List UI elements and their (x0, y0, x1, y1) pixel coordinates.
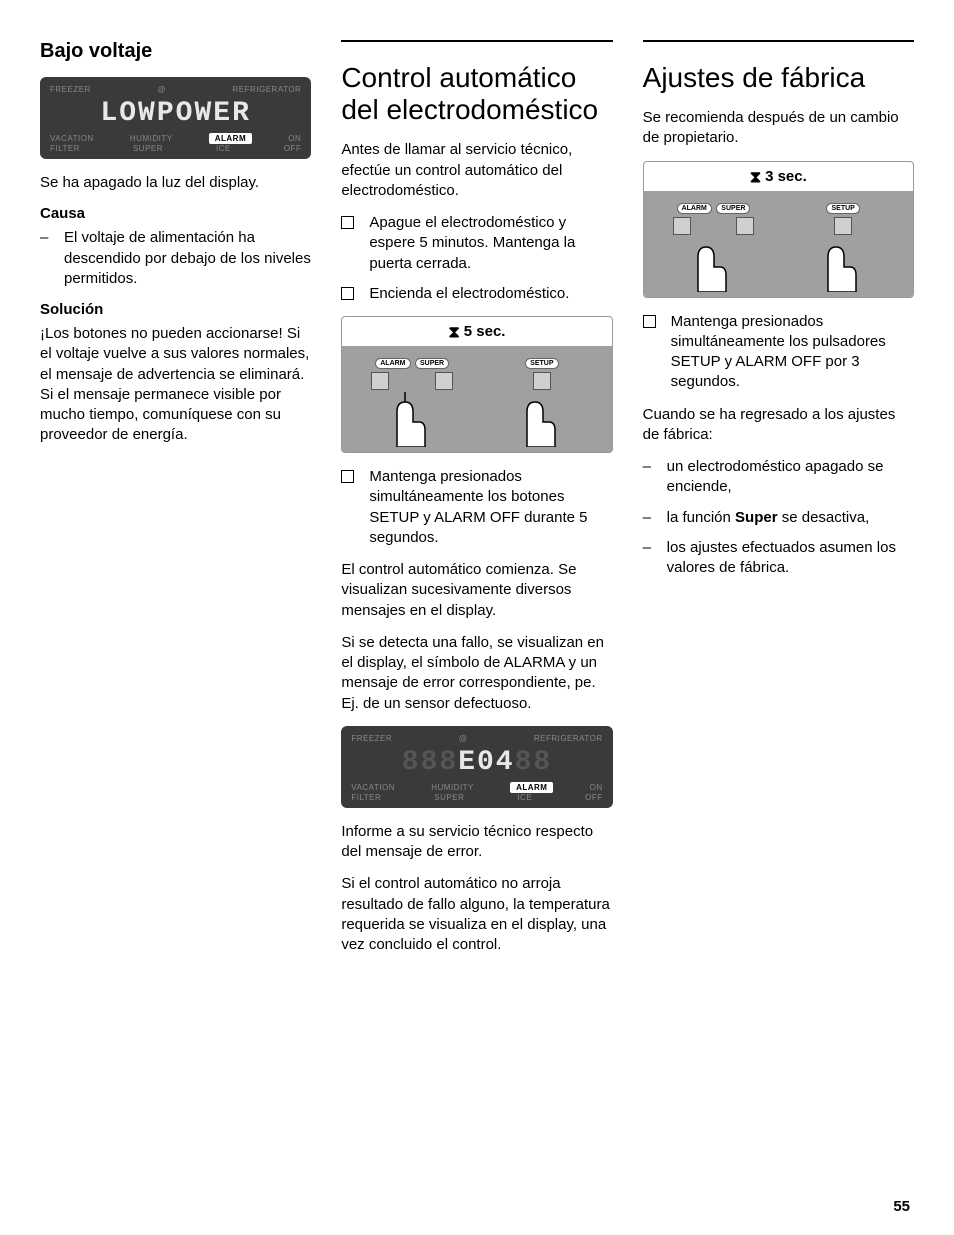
column-2: Control auto­mático del electrodoméstico… (341, 40, 612, 967)
col1-heading: Bajo voltaje (40, 40, 311, 63)
fig-time-5: 5 sec. (464, 323, 506, 340)
lowpower-display: FREEZER @ REFRIGERATOR LOWPOWER VACATION… (40, 77, 311, 159)
hand-right-icon-2 (808, 237, 878, 292)
col2-p4: Informe a su servicio técnico respecto d… (341, 822, 612, 863)
btn-super-label: SUPER (415, 358, 449, 369)
column-1: Bajo voltaje FREEZER @ REFRIGERATOR LOWP… (40, 40, 311, 967)
disp-freezer-label: FREEZER (50, 85, 91, 94)
col3-heading: Ajustes de fábrica (643, 62, 914, 94)
disp-alarm-badge: ALARM (209, 133, 252, 144)
disp-alarm-badge-2: ALARM (510, 782, 553, 793)
col3-p1: Se recomienda después de un cambio de pr… (643, 108, 914, 149)
solucion-text: ¡Los botones no pueden accionarse! Si el… (40, 324, 311, 446)
col3-rule (643, 40, 914, 42)
hourglass-icon-2: ⧗ (750, 169, 761, 187)
col2-step1: Apague el electrodoméstico y espere 5 mi… (341, 213, 612, 274)
col2-heading: Control auto­mático del electrodoméstico (341, 62, 612, 126)
column-3: Ajustes de fábrica Se recomienda después… (643, 40, 914, 967)
disp-e04-text: 888E0488 (351, 743, 602, 782)
page-columns: Bajo voltaje FREEZER @ REFRIGERATOR LOWP… (40, 40, 914, 967)
disp-big-text: LOWPOWER (50, 94, 301, 133)
hands-figure-3sec: ⧗3 sec. ALARM SUPER SETUP (643, 161, 914, 298)
col2-step3: Mantenga presionados simultáneamente los… (341, 467, 612, 548)
hand-left-icon-2 (678, 237, 748, 292)
page-number: 55 (893, 1198, 910, 1215)
hand-left-icon (377, 392, 447, 447)
col2-step2: Encienda el electrodoméstico. (341, 284, 612, 304)
btn-setup-label: SETUP (525, 358, 558, 369)
btn-alarm-label: ALARM (375, 358, 410, 369)
e04-display: FREEZER @ REFRIGERATOR 888E0488 VACATION… (341, 726, 612, 808)
col3-d1: un electrodoméstico apagado se enciende, (643, 457, 914, 498)
solucion-heading: Solución (40, 301, 311, 318)
hourglass-icon: ⧗ (449, 324, 460, 342)
col3-d3: los ajustes efectuados asumen los valore… (643, 538, 914, 579)
col2-p1: Antes de llamar al servicio técnico, efe… (341, 140, 612, 201)
col3-p2: Cuando se ha regresado a los ajustes de … (643, 405, 914, 446)
fig-time-3: 3 sec. (765, 168, 807, 185)
causa-heading: Causa (40, 205, 311, 222)
disp-refrigerator-label: REFRIGERATOR (233, 85, 302, 94)
hand-right-icon (507, 392, 577, 447)
col2-p5: Si el control automático no arroja resul… (341, 874, 612, 955)
col3-step1: Mantenga presionados simultáneamente los… (643, 312, 914, 393)
col1-p1: Se ha apagado la luz del display. (40, 173, 311, 193)
col3-d2: la función Super se desactiva, (643, 508, 914, 528)
col2-rule (341, 40, 612, 42)
causa-item: El voltaje de alimentación ha descendido… (40, 228, 311, 289)
col2-p3: Si se detecta una fallo, se visualizan e… (341, 633, 612, 714)
hands-figure-5sec: ⧗5 sec. ALARM SUPER SETUP (341, 316, 612, 453)
col2-p2: El control automático comienza. Se visua… (341, 560, 612, 621)
